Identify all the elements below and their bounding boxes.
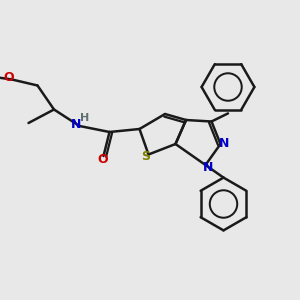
Text: S: S <box>141 149 150 163</box>
Text: N: N <box>71 118 82 131</box>
Text: N: N <box>219 137 229 150</box>
Text: O: O <box>3 70 14 84</box>
Text: H: H <box>80 113 89 123</box>
Text: N: N <box>203 160 213 174</box>
Text: O: O <box>98 153 108 166</box>
